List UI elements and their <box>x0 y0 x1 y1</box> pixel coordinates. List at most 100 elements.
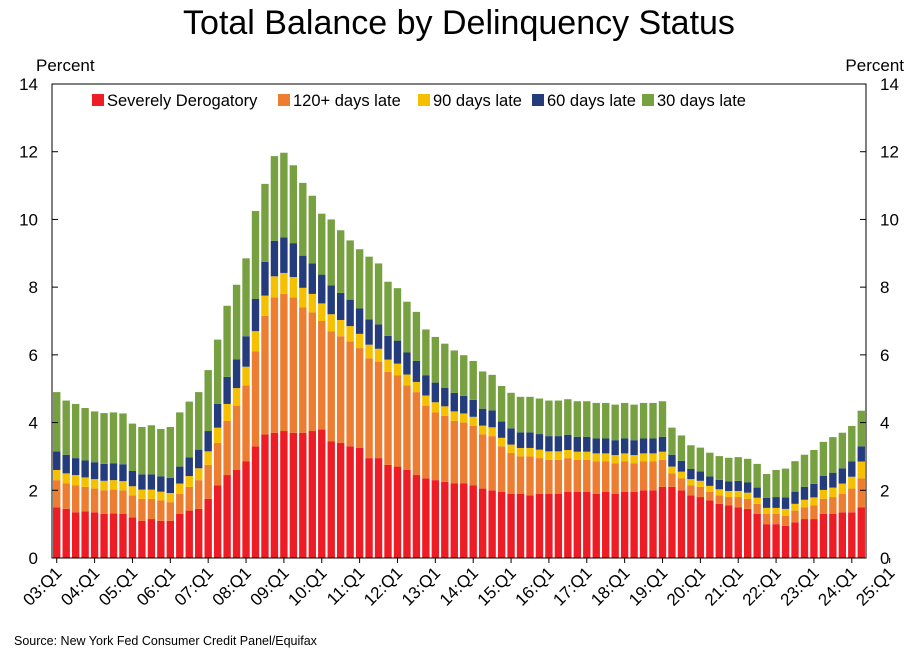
bar-segment-3 <box>81 477 89 487</box>
bar-segment-1 <box>715 503 723 558</box>
x-tick-label: 17:Q1 <box>549 563 595 609</box>
bar-segment-5 <box>336 230 345 293</box>
bar-segment-3 <box>412 381 421 393</box>
bar-segment-2 <box>658 459 667 487</box>
bar-segment-4 <box>516 432 525 448</box>
legend-label: 60 days late <box>547 92 636 110</box>
bar-segment-3 <box>223 403 231 421</box>
bar-segment-1 <box>204 498 212 558</box>
bar-segment-3 <box>251 331 260 352</box>
bar-segment-2 <box>299 307 307 433</box>
bar-segment-5 <box>668 427 676 455</box>
bar-segment-2 <box>308 312 316 432</box>
bar-segment-3 <box>497 437 506 447</box>
bar-segment-2 <box>166 502 174 521</box>
legend: Severely Derogatory 120+ days late 90 days… <box>92 92 746 110</box>
bar-segment-1 <box>478 488 487 558</box>
legend-swatch <box>642 94 654 106</box>
bar-segment-2 <box>800 507 809 520</box>
bar-segment-3 <box>185 476 193 487</box>
bar-segment-5 <box>810 450 818 484</box>
bar-segment-2 <box>100 490 108 514</box>
bar-segment-5 <box>743 458 752 483</box>
bar-segment-2 <box>204 464 212 499</box>
bar-segment-2 <box>242 385 250 462</box>
bar-segment-5 <box>658 401 667 437</box>
bar-segment-5 <box>213 339 222 404</box>
bar-segment-1 <box>507 493 515 558</box>
bar-segment-1 <box>848 512 856 558</box>
bar-segment-3 <box>753 497 761 504</box>
bar-segment-5 <box>516 396 525 433</box>
bar-segment-4 <box>185 457 193 477</box>
bar-segment-2 <box>848 488 856 513</box>
bar-segment-5 <box>781 468 790 498</box>
bar-segment-1 <box>639 490 648 558</box>
bar-segment-3 <box>848 476 856 489</box>
bar-segment-2 <box>819 498 828 514</box>
bar-segment-4 <box>204 431 212 452</box>
bar-segment-2 <box>431 412 440 481</box>
bar-segment-5 <box>639 402 648 439</box>
bar-segment-1 <box>185 510 193 558</box>
bar-segment-1 <box>289 432 298 558</box>
bar-segment-4 <box>422 375 430 396</box>
bar-segment-5 <box>554 400 563 437</box>
bar-segment-2 <box>355 348 364 448</box>
bar-segment-3 <box>336 319 345 337</box>
x-tick-label: 11:Q1 <box>323 563 368 608</box>
x-tick-label: 14:Q1 <box>436 563 482 609</box>
bar-segment-4 <box>687 468 695 480</box>
bar-segment-3 <box>242 366 250 386</box>
bar-segment-4 <box>270 240 279 277</box>
bar-segment-5 <box>526 396 534 433</box>
bar-segment-5 <box>204 370 212 432</box>
y-tick-label-left: 14 <box>19 75 38 94</box>
bar-segment-3 <box>166 492 174 503</box>
bar-segment-3 <box>62 473 70 484</box>
bar-segment-1 <box>620 491 629 558</box>
bar-segment-2 <box>365 358 373 459</box>
bar-segment-2 <box>195 480 203 509</box>
bar-segment-1 <box>592 493 600 558</box>
bar-segment-1 <box>497 491 506 558</box>
legend-label: Severely Derogatory <box>107 92 258 110</box>
bar-segment-2 <box>157 500 165 521</box>
bar-segment-3 <box>630 455 638 464</box>
bar-segment-2 <box>403 385 411 470</box>
y-tick-label-left: 8 <box>29 278 38 297</box>
bar-segment-4 <box>365 319 373 345</box>
bar-segment-3 <box>602 453 610 462</box>
bar-segment-5 <box>450 350 458 393</box>
bar-segment-3 <box>450 411 458 421</box>
y-tick-label-right: 14 <box>880 75 899 94</box>
bar-segment-2 <box>715 495 723 504</box>
bar-segment-2 <box>176 493 184 514</box>
bar-segment-3 <box>261 295 269 316</box>
x-tick-label: 03:Q1 <box>19 563 65 609</box>
bar-segment-4 <box>280 237 288 273</box>
bar-segment-5 <box>441 343 449 388</box>
y-tick-label-right: 4 <box>880 414 889 433</box>
bar-segment-5 <box>355 249 364 309</box>
bar-segment-3 <box>365 344 373 359</box>
bar-segment-4 <box>762 497 771 508</box>
bar-segment-1 <box>90 512 99 558</box>
bar-segment-5 <box>848 425 856 462</box>
bar-segment-4 <box>251 298 260 332</box>
bar-segment-4 <box>611 440 619 456</box>
bar-segment-5 <box>81 408 89 461</box>
bar-segment-1 <box>554 493 563 558</box>
bar-segment-2 <box>810 505 818 520</box>
bar-segment-4 <box>630 440 638 456</box>
bar-segment-4 <box>393 340 402 364</box>
bar-segment-1 <box>810 519 818 558</box>
bar-segment-2 <box>696 486 705 498</box>
bar-segment-3 <box>687 479 695 486</box>
bar-segment-4 <box>308 263 316 294</box>
bar-segment-2 <box>554 459 563 494</box>
bar-segment-4 <box>374 324 383 349</box>
bar-segment-5 <box>630 404 638 441</box>
bar-segment-4 <box>620 438 629 454</box>
bar-segment-4 <box>90 462 99 480</box>
